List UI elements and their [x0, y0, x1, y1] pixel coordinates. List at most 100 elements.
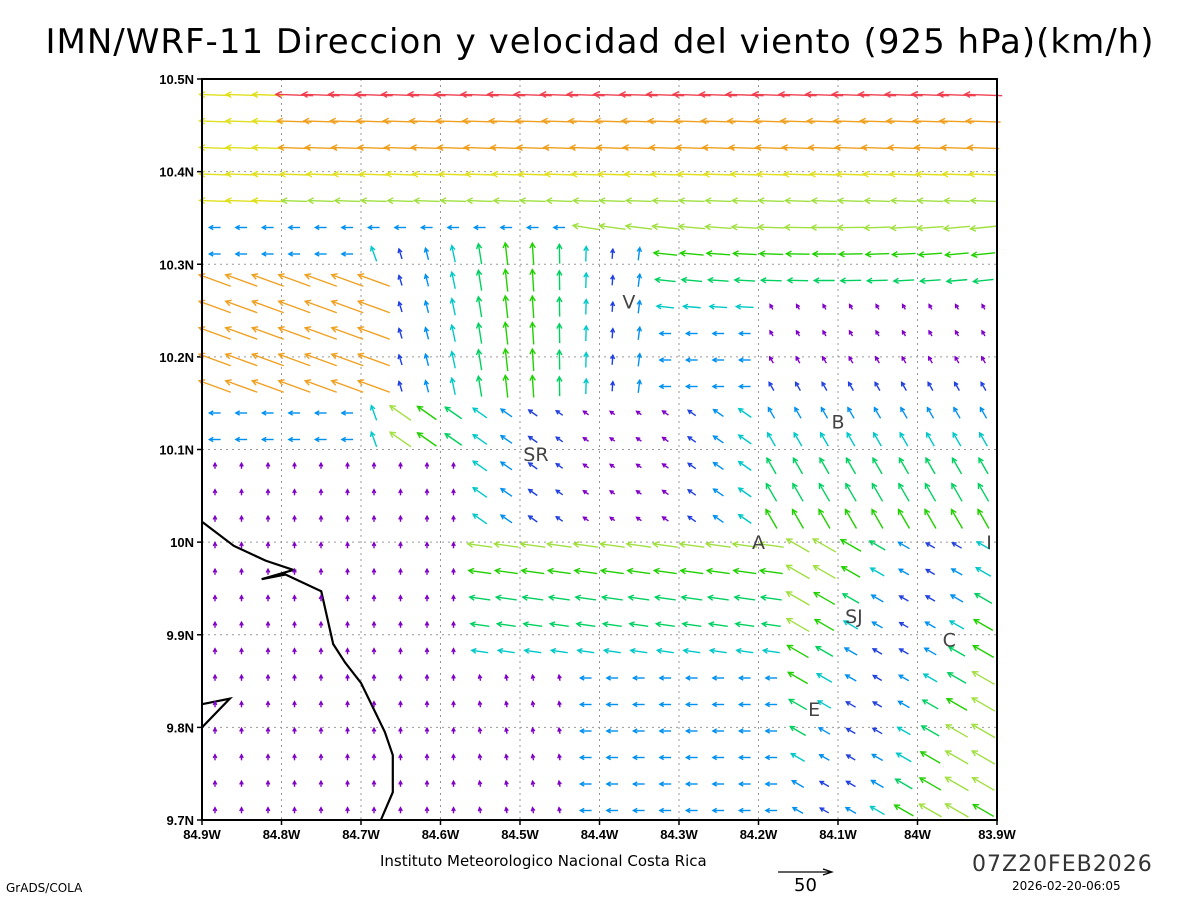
wind-vector	[423, 326, 430, 340]
wind-vector	[890, 250, 916, 258]
wind-vector	[791, 806, 804, 815]
wind-vector	[737, 330, 751, 337]
wind-vector	[629, 647, 648, 654]
wind-vector	[787, 698, 808, 711]
wind-vector	[971, 670, 995, 685]
wind-vector	[756, 223, 785, 231]
wind-vector	[371, 620, 377, 628]
wind-vector	[212, 620, 218, 628]
wind-vector	[512, 91, 552, 99]
wind-vector	[318, 647, 324, 655]
wind-vector	[737, 460, 752, 471]
wind-vector	[818, 807, 830, 814]
wind-vector	[897, 700, 910, 709]
place-label: A	[752, 532, 765, 554]
wind-vector	[901, 355, 907, 364]
wind-vector	[530, 779, 536, 787]
wind-vector	[790, 779, 805, 788]
wind-vector	[970, 750, 996, 765]
wind-vector	[265, 700, 271, 708]
wind-vector	[888, 170, 919, 178]
wind-vector	[609, 516, 616, 522]
wind-vector	[529, 321, 536, 345]
wind-vector	[925, 456, 936, 475]
wind-vector	[198, 197, 231, 205]
wind-vector	[875, 303, 880, 310]
wind-vector	[287, 410, 301, 416]
wind-vector	[631, 781, 645, 787]
wind-vector	[839, 277, 862, 284]
wind-vector	[809, 224, 838, 231]
wind-vector	[466, 541, 493, 548]
wind-vector	[345, 779, 350, 787]
wind-vector	[651, 541, 678, 548]
wind-vector	[900, 406, 908, 419]
wind-vector	[767, 406, 776, 419]
wind-vector	[680, 594, 703, 601]
wind-vector	[815, 673, 833, 683]
wind-vector	[737, 383, 751, 390]
wind-vector	[862, 224, 891, 232]
wind-vector	[795, 329, 801, 337]
wind-vector	[277, 379, 311, 393]
wind-vector	[897, 674, 910, 682]
wind-vector	[684, 754, 698, 761]
wind-vector	[251, 197, 284, 205]
wind-vector	[792, 482, 804, 502]
wind-vector	[345, 488, 350, 496]
wind-vector	[345, 700, 350, 708]
wind-vector	[436, 144, 470, 152]
wind-vector	[635, 410, 642, 416]
wind-vector	[388, 404, 412, 421]
y-tick-label: 10.5N	[159, 72, 194, 87]
wind-vector	[706, 276, 729, 284]
wind-vector	[785, 617, 810, 633]
place-label: E	[808, 699, 820, 721]
wind-vector	[212, 673, 218, 681]
wind-vector	[822, 329, 827, 337]
wind-vector	[605, 701, 619, 708]
wind-vector	[764, 754, 778, 761]
wind-vector	[477, 753, 483, 761]
wind-vector	[345, 514, 350, 522]
wind-vector	[499, 408, 513, 418]
wind-vector	[918, 803, 942, 818]
wind-vector	[556, 269, 563, 291]
wind-vector	[578, 728, 592, 734]
y-tick-label: 9.8N	[167, 720, 194, 735]
institute-label: Instituto Meteorologico Nacional Costa R…	[380, 852, 707, 870]
wind-vector	[546, 567, 571, 575]
wind-vector	[265, 541, 271, 549]
wind-vector	[345, 541, 350, 549]
wind-vector	[462, 144, 496, 152]
wind-vector	[711, 330, 725, 337]
wind-vector	[475, 268, 483, 291]
wind-vector	[610, 274, 616, 286]
wind-vector	[649, 170, 680, 178]
wind-vector	[265, 461, 271, 469]
wind-vector	[239, 541, 244, 549]
wind-vector	[599, 567, 624, 575]
wind-vector	[573, 567, 598, 575]
wind-vector	[946, 672, 967, 684]
wind-vector	[737, 357, 751, 363]
wind-vector	[239, 514, 244, 522]
wind-vector	[631, 728, 645, 734]
wind-vector	[605, 781, 619, 787]
wind-vector	[555, 462, 564, 469]
wind-vector	[839, 538, 862, 552]
wind-vector	[964, 117, 1001, 125]
wind-vector	[703, 223, 732, 231]
wind-vector	[451, 673, 456, 681]
wind-vector	[582, 516, 589, 522]
reference-vector-arrow	[778, 868, 834, 876]
wind-vector	[610, 247, 616, 259]
wind-vector	[833, 144, 867, 152]
wind-vector	[765, 482, 778, 502]
wind-vector	[449, 323, 456, 342]
wind-vector	[751, 91, 791, 99]
wind-vector	[784, 250, 810, 258]
wind-vector	[471, 433, 488, 445]
wind-vector	[280, 197, 308, 205]
y-tick-label: 10.4N	[159, 165, 194, 180]
